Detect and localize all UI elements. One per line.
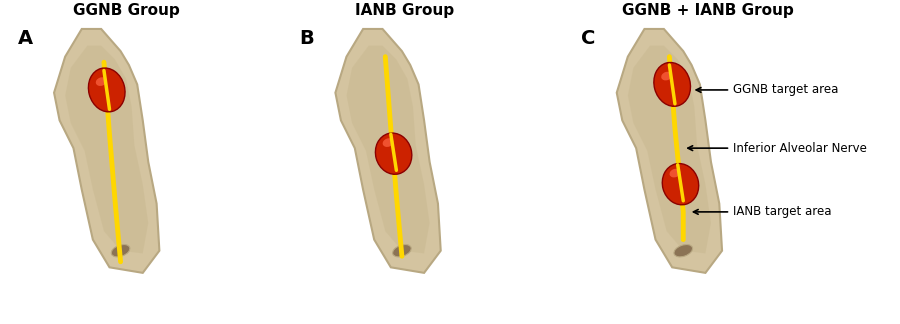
Ellipse shape <box>375 133 412 174</box>
Text: Inferior Alveolar Nerve: Inferior Alveolar Nerve <box>688 142 867 155</box>
Polygon shape <box>336 29 441 273</box>
Ellipse shape <box>653 63 690 106</box>
Ellipse shape <box>662 164 698 205</box>
Text: GGNB + IANB Group: GGNB + IANB Group <box>622 3 794 18</box>
Text: IANB target area: IANB target area <box>693 205 832 218</box>
Ellipse shape <box>392 245 411 257</box>
Polygon shape <box>65 46 148 253</box>
Ellipse shape <box>662 72 672 80</box>
Text: IANB Group: IANB Group <box>355 3 454 18</box>
Polygon shape <box>616 29 722 273</box>
Ellipse shape <box>112 245 130 257</box>
Polygon shape <box>346 46 429 253</box>
Ellipse shape <box>382 138 393 147</box>
Text: GGNB Group: GGNB Group <box>74 3 180 18</box>
Text: C: C <box>580 29 595 48</box>
Polygon shape <box>628 46 711 253</box>
Polygon shape <box>54 29 159 273</box>
Ellipse shape <box>88 68 125 112</box>
Ellipse shape <box>674 245 693 257</box>
Ellipse shape <box>670 169 680 178</box>
Text: B: B <box>300 29 314 48</box>
Ellipse shape <box>95 77 106 86</box>
Text: A: A <box>18 29 33 48</box>
Text: GGNB target area: GGNB target area <box>697 84 839 97</box>
